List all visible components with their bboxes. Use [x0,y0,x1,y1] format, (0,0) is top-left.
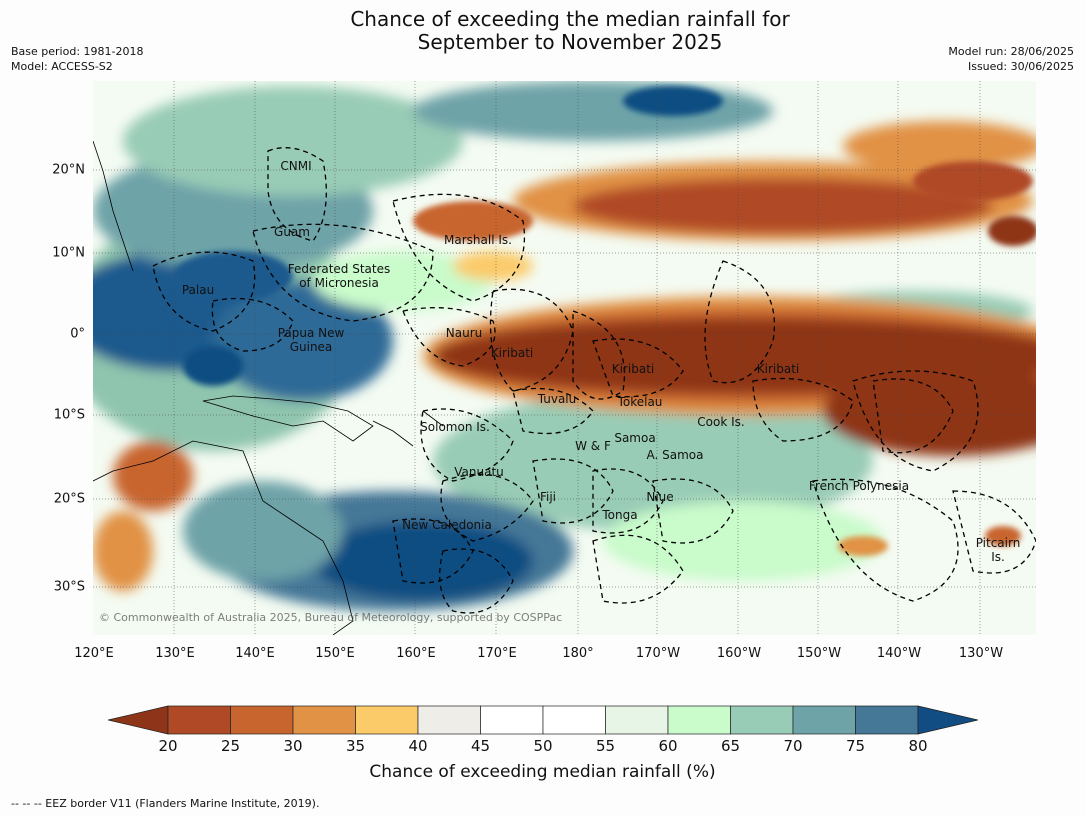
lat-label: 10°N [52,245,85,261]
map-title: Chance of exceeding the median rainfall … [0,8,1085,54]
lon-label: 140°E [235,646,275,661]
rainfall-field [93,81,1036,611]
region-label: Vanuatu [454,465,504,479]
colorbar-bin [480,705,544,735]
region-label: Kiribati [490,346,534,360]
region-label: Tokelau [617,395,663,409]
colorbar-tick: 65 [720,737,741,755]
colorbar-bin [855,705,919,735]
colorbar-extend-high [917,705,978,735]
colorbar-tick: 70 [783,737,803,755]
lon-label: 150°W [796,646,842,661]
colorbar-tick: 75 [845,737,866,755]
map-field [93,81,1036,635]
colorbar-bin [792,705,856,735]
base-period: Base period: 1981-2018 [11,45,144,58]
lat-label: 20°N [52,162,85,178]
region-label: Niue [646,490,674,504]
region-label: French Polynesia [808,479,910,493]
lat-label: 0° [70,326,85,342]
colorbar [108,705,978,735]
colorbar-bin [292,705,356,735]
colorbar-tick: 40 [408,737,428,755]
colorbar-tick: 80 [908,737,928,755]
title-line-1: Chance of exceeding the median rainfall … [350,7,790,31]
meta-left: Base period: 1981-2018 Model: ACCESS-S2 [11,44,143,74]
lon-label: 140°W [876,646,922,661]
lat-label: 30°S [53,579,85,595]
colorbar-tick: 25 [220,737,241,755]
region-label: Samoa [614,431,656,445]
meta-right: Model run: 28/06/2025 Issued: 30/06/2025 [948,44,1074,74]
region-label: Kiribati [611,362,655,376]
land-outlines [93,140,444,635]
region-label: Pitcairn Is. [975,536,1021,564]
title-line-2: September to November 2025 [417,30,723,54]
model-run: Model run: 28/06/2025 [948,45,1074,58]
region-label: Nauru [445,326,483,340]
colorbar-bin [417,705,481,735]
colorbar-tick: 35 [345,737,366,755]
region-label: A. Samoa [646,448,704,462]
field-details [173,86,1036,556]
colorbar-tick: 50 [533,737,553,755]
colorbar-tick: 60 [658,737,678,755]
colorbar-label: Chance of exceeding median rainfall (%) [369,762,716,782]
region-label: Marshall Is. [444,233,512,247]
colorbar-tick: 45 [470,737,491,755]
graticule [93,81,1036,635]
issued-date: Issued: 30/06/2025 [967,60,1074,73]
colorbar-tick: 30 [283,737,303,755]
model-name: Model: ACCESS-S2 [11,60,113,73]
colorbar-bin [667,705,731,735]
lat-label: 10°S [53,407,85,423]
colorbar-extend-low [108,705,169,735]
lon-label: 180° [562,646,594,661]
region-label: New Caledonia [402,518,492,532]
region-label: Cook Is. [697,415,745,429]
region-label: Tuvalu [537,392,577,406]
colorbar-bin [355,705,419,735]
region-label: Papua New Guinea [277,326,345,354]
colorbar-bin [730,705,794,735]
region-label: Solomon Is. [420,420,490,434]
lon-label: 170°W [635,646,681,661]
region-label: Federated States of Micronesia [287,262,391,290]
colorbar-bin [167,705,231,735]
colorbar-tick: 20 [158,737,178,755]
colorbar-bin [605,705,669,735]
colorbar-bin [542,705,606,735]
region-label: W & F [575,439,611,453]
lon-label: 170°E [477,646,517,661]
lon-label: 150°E [315,646,355,661]
region-label: Kiribati [756,362,800,376]
lon-label: 160°E [396,646,436,661]
lat-label: 20°S [53,491,85,507]
region-label: Tonga [602,508,638,522]
copyright-notice: © Commonwealth of Australia 2025, Bureau… [99,611,563,624]
lon-label: 160°W [716,646,762,661]
lon-label: 130°E [155,646,195,661]
region-label: Palau [181,283,215,297]
region-label: CNMI [280,159,312,173]
lon-label: 120°E [74,646,114,661]
rainfall-map: CNMI Guam Marshall Is. Federated States … [93,81,1036,635]
region-label: Fiji [539,490,557,504]
colorbar-bin [230,705,294,735]
eez-footnote: -- -- -- EEZ border V11 (Flanders Marine… [11,797,320,810]
lon-label: 130°W [958,646,1004,661]
region-label: Guam [274,225,310,239]
colorbar-tick: 55 [595,737,616,755]
eez-borders [152,147,1036,614]
